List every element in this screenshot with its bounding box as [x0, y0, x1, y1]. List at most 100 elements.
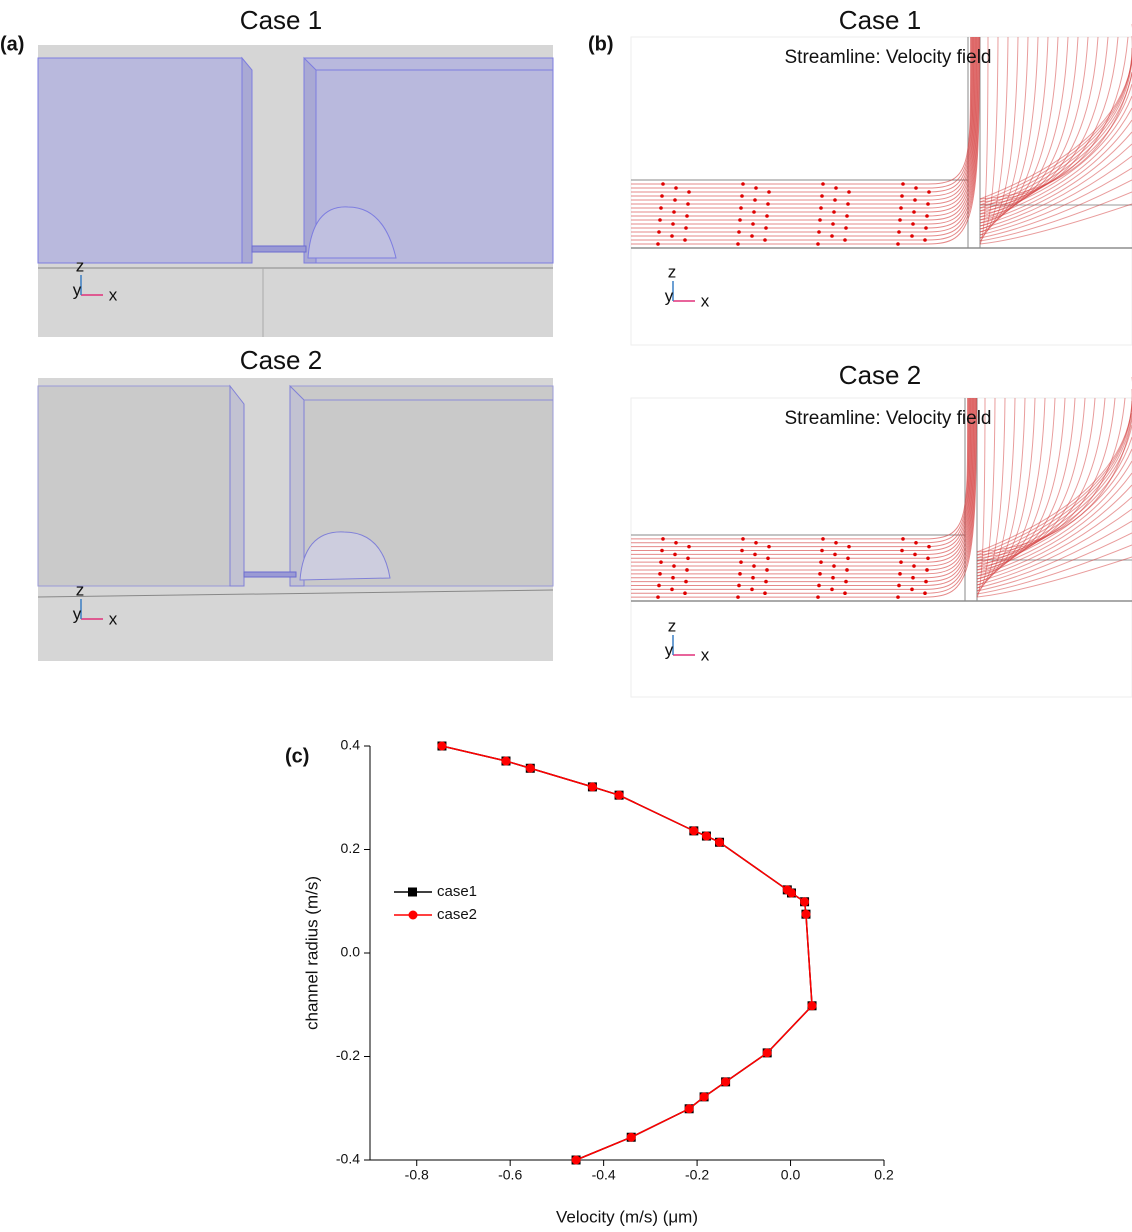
stream-dot — [740, 549, 744, 553]
stream-dot — [820, 194, 824, 198]
stream-dot — [658, 218, 662, 222]
stream-dot — [751, 576, 755, 580]
stream-dot — [816, 242, 820, 246]
stream-dot — [673, 553, 677, 557]
marker — [437, 742, 446, 751]
marker — [787, 888, 796, 897]
x-axis-label: Velocity (m/s) (μm) — [556, 1207, 698, 1226]
stream-dot — [767, 190, 771, 194]
stream-dot — [752, 210, 756, 214]
figure: (a) Case 1 Case 2 (b) Case 1 Streamline:… — [0, 0, 1132, 1232]
stream-dot — [751, 222, 755, 226]
stream-dot — [819, 560, 823, 564]
stream-dot — [926, 202, 930, 206]
stream-dot — [900, 194, 904, 198]
stream-dot — [670, 234, 674, 238]
stream-dot — [831, 576, 835, 580]
stream-dot — [911, 222, 915, 226]
legend-marker — [408, 888, 417, 897]
triad-label: y — [665, 640, 674, 659]
stream-dot — [752, 564, 756, 568]
marker — [702, 832, 711, 841]
stream-dot — [912, 564, 916, 568]
stream-dot — [750, 588, 754, 592]
stream-dot — [739, 560, 743, 564]
legend-label: case2 — [437, 906, 477, 923]
stream-dot — [685, 568, 689, 572]
stream-dot — [896, 595, 900, 599]
stream-dot — [674, 186, 678, 190]
stream-dot — [911, 576, 915, 580]
legend-marker — [409, 911, 418, 920]
triad-label: z — [668, 616, 677, 635]
stream-dot — [672, 210, 676, 214]
stream-dot — [927, 190, 931, 194]
y-axis-label: channel radius (m/s) — [302, 876, 321, 1030]
stream-dot — [656, 595, 660, 599]
x-tick-label: -0.4 — [592, 1167, 616, 1183]
triad-label: z — [668, 262, 677, 281]
stream-dot — [671, 222, 675, 226]
stream-dot — [661, 182, 665, 186]
marker — [715, 838, 724, 847]
marker — [526, 764, 535, 773]
triad-label: x — [701, 291, 710, 310]
triad-label: x — [109, 285, 118, 304]
stream-dot — [737, 584, 741, 588]
stream-dot — [767, 545, 771, 549]
stream-dot — [816, 595, 820, 599]
legend-label: case1 — [437, 883, 477, 900]
stream-dot — [818, 572, 822, 576]
stream-dot — [686, 556, 690, 560]
marker — [685, 1104, 694, 1113]
stream-dot — [740, 194, 744, 198]
x-tick-label: 0.0 — [781, 1167, 801, 1183]
stream-dot — [927, 545, 931, 549]
stream-dot — [830, 234, 834, 238]
stream-dot — [766, 556, 770, 560]
stream-dot — [817, 584, 821, 588]
marker — [721, 1077, 730, 1086]
stream-dot — [750, 234, 754, 238]
marker — [627, 1133, 636, 1142]
y-tick-label: -0.2 — [336, 1047, 360, 1063]
stream-dot — [925, 214, 929, 218]
triad-label: z — [76, 580, 85, 599]
stream-dot — [739, 206, 743, 210]
stream-dot — [736, 595, 740, 599]
stream-dot — [832, 210, 836, 214]
stream-dot — [686, 202, 690, 206]
x-tick-label: 0.2 — [874, 1167, 894, 1183]
stream-dot — [845, 568, 849, 572]
stream-dot — [673, 198, 677, 202]
data-line — [442, 746, 812, 1160]
stream-dot — [684, 580, 688, 584]
stream-dot — [684, 226, 688, 230]
stream-dot — [765, 214, 769, 218]
marker — [700, 1092, 709, 1101]
stream-dot — [843, 238, 847, 242]
x-tick-label: -0.6 — [498, 1167, 522, 1183]
stream-dot — [818, 218, 822, 222]
marker — [689, 826, 698, 835]
stream-dot — [913, 553, 917, 557]
marker — [572, 1156, 581, 1165]
stream-dot — [658, 572, 662, 576]
stream-dot — [846, 202, 850, 206]
stream-dot — [657, 584, 661, 588]
stream-dot — [764, 226, 768, 230]
stream-dot — [674, 541, 678, 545]
stream-dot — [913, 198, 917, 202]
marker — [501, 757, 510, 766]
y-tick-label: 0.4 — [341, 737, 361, 753]
marker — [763, 1048, 772, 1057]
triad-label: z — [76, 256, 85, 275]
y-tick-label: 0.0 — [341, 944, 361, 960]
stream-dot — [834, 186, 838, 190]
stream-dot — [736, 242, 740, 246]
stream-dot — [738, 218, 742, 222]
stream-dot — [657, 230, 661, 234]
panel-label: (c) — [285, 745, 309, 767]
x-tick-label: -0.8 — [405, 1167, 429, 1183]
stream-dot — [830, 588, 834, 592]
